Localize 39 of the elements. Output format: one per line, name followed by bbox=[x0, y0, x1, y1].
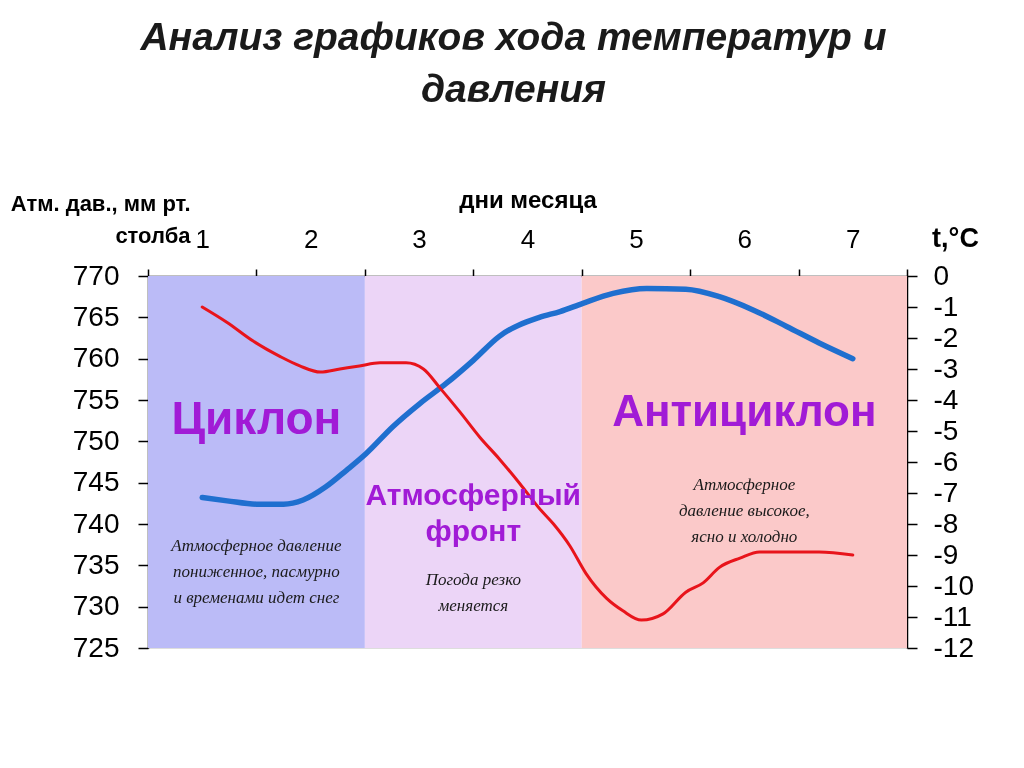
y-tick-label: 740 bbox=[72, 507, 120, 539]
y2-tick-label: -1 bbox=[933, 290, 959, 322]
x-tick-label: 6 bbox=[737, 223, 753, 254]
y-tick-label: 735 bbox=[72, 548, 120, 580]
y-tick-label: 760 bbox=[72, 342, 120, 374]
y-tick-label: 770 bbox=[72, 259, 120, 291]
y-tick-label: 750 bbox=[72, 424, 120, 456]
y2-axis-title: t,°C bbox=[932, 222, 979, 253]
x-tick-label: 2 bbox=[303, 223, 319, 254]
y-tick-label: 725 bbox=[72, 631, 120, 663]
y-axis-title: Атм. дав., мм рт. столба bbox=[10, 190, 192, 248]
y-tick-label: 765 bbox=[72, 300, 120, 332]
y2-tick-label: -4 bbox=[933, 383, 959, 415]
annotation: Атмосферное давление пониженное, пасмурно и временами идет снег bbox=[170, 536, 343, 607]
x-tick-label: 5 bbox=[629, 223, 644, 254]
annotation: Атмосферное давление высокое, ясно и холодно bbox=[679, 475, 810, 546]
y2-tick-label: -9 bbox=[933, 538, 959, 570]
x-tick-label: 7 bbox=[846, 223, 861, 254]
y2-tick-label: -10 bbox=[933, 569, 974, 601]
y2-tick-label: -12 bbox=[933, 631, 974, 663]
x-tick-label: 4 bbox=[520, 223, 536, 254]
y2-tick-label: -5 bbox=[933, 414, 959, 446]
x-tick-label: 1 bbox=[195, 223, 210, 254]
y-tick-label: 730 bbox=[72, 590, 120, 622]
x-tick-label: 3 bbox=[412, 223, 427, 254]
y2-tick-label: -11 bbox=[933, 600, 972, 632]
y-tick-label: 745 bbox=[72, 466, 120, 498]
y2-tick-label: 0 bbox=[933, 259, 950, 291]
y2-tick-label: -6 bbox=[933, 445, 959, 477]
chart-title: Анализ графиков хода температур и давления bbox=[139, 15, 887, 110]
band-label: Антициклон bbox=[612, 386, 877, 435]
x-axis-title: дни месяца bbox=[459, 185, 598, 213]
y2-tick-label: -2 bbox=[933, 321, 959, 353]
y2-tick-label: -3 bbox=[933, 352, 959, 384]
y2-tick-label: -7 bbox=[933, 476, 959, 508]
annotation: Погода резко меняется bbox=[424, 570, 521, 615]
band-label: Циклон bbox=[171, 392, 342, 444]
y2-tick-label: -8 bbox=[933, 507, 959, 539]
y-tick-label: 755 bbox=[72, 383, 120, 415]
